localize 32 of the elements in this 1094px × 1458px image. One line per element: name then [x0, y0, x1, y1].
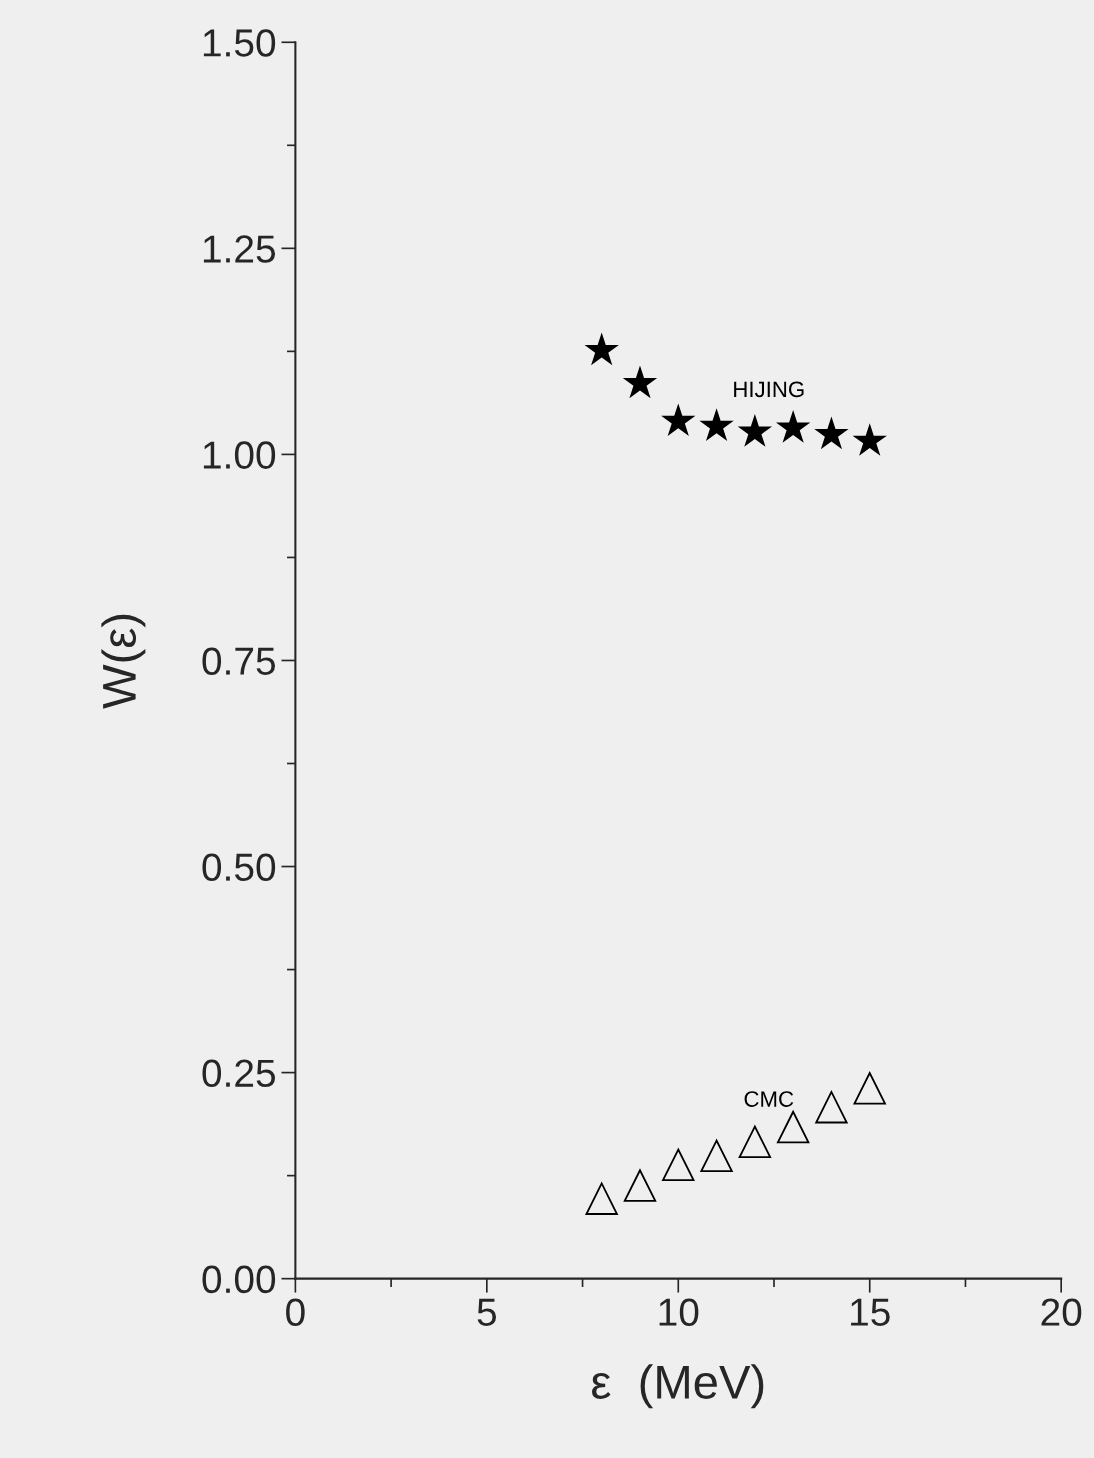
- y-tick-label: 1.00: [203, 441, 276, 469]
- point: [737, 414, 773, 447]
- point: [584, 332, 619, 366]
- y-tick-label: 0.50: [202, 853, 276, 882]
- point: [776, 1110, 810, 1144]
- x-tick-label: 5: [477, 1298, 497, 1326]
- x-tick-label: 0: [286, 1298, 305, 1326]
- point: [853, 1072, 886, 1105]
- x-tick-label: 20: [1041, 1298, 1082, 1326]
- point: [699, 408, 734, 441]
- point: [585, 1182, 618, 1215]
- y-tick-label: 1.25: [203, 235, 276, 263]
- x-axis-title: ε (MeV): [591, 1364, 764, 1409]
- y-tick-label: 1.50: [203, 29, 276, 57]
- y-tick-label: 0.75: [202, 647, 276, 675]
- x-tick-label: 10: [659, 1298, 699, 1326]
- point: [815, 1091, 848, 1124]
- point: [738, 1125, 772, 1159]
- point: [662, 1148, 695, 1182]
- point: [661, 403, 696, 437]
- y-tick-label: 0.00: [202, 1265, 276, 1294]
- x-tick-label: 15: [851, 1298, 890, 1326]
- point: [775, 409, 811, 443]
- point: [852, 423, 887, 456]
- point: [623, 1169, 657, 1202]
- y-tick-label: 0.25: [202, 1059, 276, 1088]
- y-axis-title: W(ε): [101, 614, 146, 709]
- series-label: HIJING: [734, 381, 804, 398]
- point: [700, 1139, 733, 1173]
- series-label: CMC: [744, 1091, 794, 1107]
- point: [622, 365, 658, 399]
- point: [814, 416, 849, 450]
